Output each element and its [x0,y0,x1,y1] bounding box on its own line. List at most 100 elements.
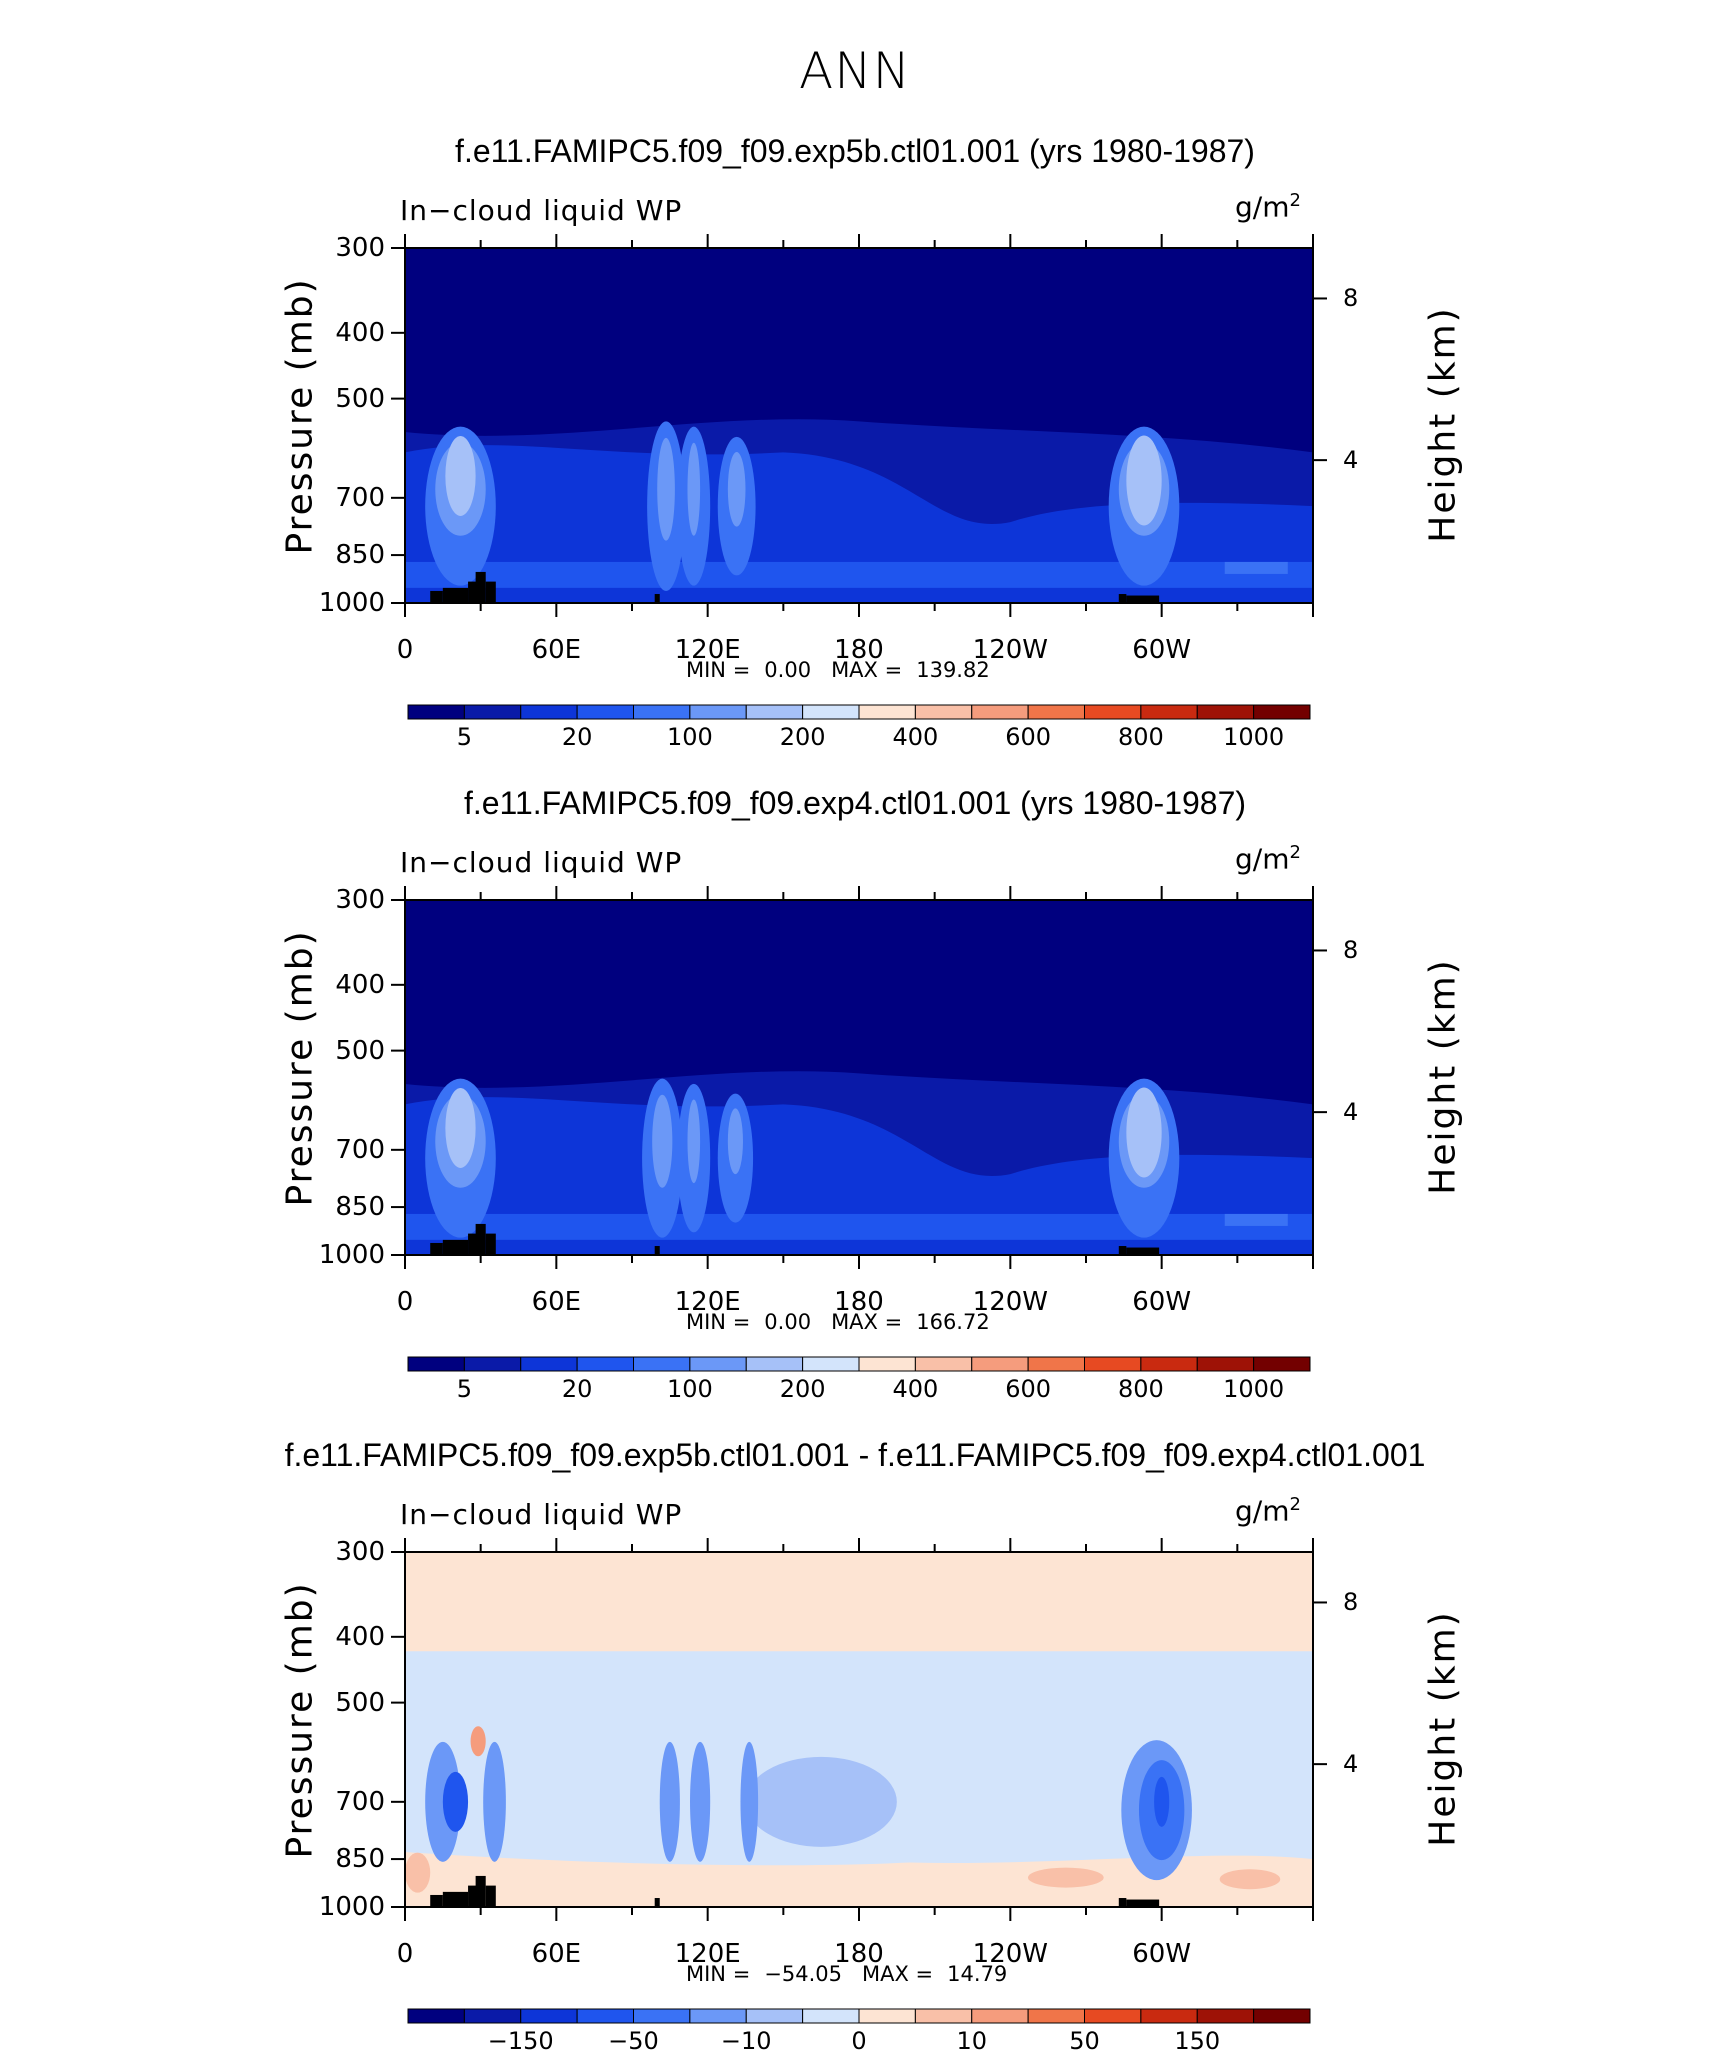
colorbar-label: 600 [1005,723,1052,751]
y-tick-label: 850 [335,540,385,571]
contour-region [445,435,476,516]
colorbar-swatch [858,2008,916,2024]
right-tick-label: 8 [1343,936,1359,965]
colorbar-swatch [914,704,973,720]
topography [485,1885,496,1907]
colorbar-swatch [576,704,634,720]
y-tick-label: 1000 [318,1240,385,1270]
variable-label: In−cloud liquid WP [400,194,683,227]
colorbar-swatch [407,2008,465,2024]
x-tick-label: 0 [396,1939,414,1969]
topography [475,1223,486,1255]
max-value: 166.72 [916,1310,990,1334]
colorbar-label: 200 [779,723,826,751]
x-tick-label: 60E [531,635,582,665]
colorbar-label: 0 [851,2027,867,2055]
topography [1126,1247,1160,1255]
colorbar-swatch [1196,704,1255,720]
topography [442,587,469,603]
colorbar-label: 5 [456,1375,473,1403]
colorbar-swatch [633,1356,691,1372]
colorbar-label: 50 [1069,2027,1100,2055]
y-tick-label: 300 [335,885,385,915]
contour-region [1219,1869,1281,1890]
topography [1118,1246,1127,1255]
colorbar-label: 150 [1174,2027,1221,2055]
y-tick-label: 700 [335,1786,385,1817]
y-tick-label: 850 [335,1192,385,1223]
x-tick-label: 120W [972,635,1048,665]
colorbar-swatch [689,2008,747,2024]
colorbar-label: 100 [666,723,713,751]
x-tick-label: 60E [531,1939,582,1969]
topography [475,571,486,603]
y-tick-label: 700 [335,482,385,513]
colorbar-label: 5 [456,723,473,751]
x-tick-label: 120E [674,1287,741,1317]
max-label: MAX = [831,1310,903,1334]
topography [442,1239,469,1255]
colorbar-swatch [576,1356,634,1372]
y-tick-label: 1000 [318,1892,385,1922]
colorbar-swatch [914,1356,973,1372]
colorbar-label: 1000 [1223,1375,1285,1403]
y-tick-label: 400 [335,969,385,1000]
right-tick-label: 8 [1343,1588,1359,1617]
colorbar-swatch [971,1356,1029,1372]
colorbar-label: 1000 [1223,723,1285,751]
colorbar-label: 20 [561,723,593,751]
colorbar-swatch [1140,2008,1198,2024]
contour-region [445,1087,476,1168]
y-tick-label: 850 [335,1844,385,1875]
colorbar-label: 400 [892,723,939,751]
colorbar-swatch [520,1356,578,1372]
contour-region [405,587,1313,603]
colorbar-label: 10 [956,2027,988,2055]
x-tick-label: 60E [531,1287,582,1317]
topography [1118,594,1127,603]
colorbar-swatch [407,1356,465,1372]
colorbar-swatch [1027,1356,1085,1372]
y-tick-label: 700 [335,1134,385,1165]
colorbar-swatch [1196,2008,1255,2024]
contour-region [405,1852,431,1893]
min-value: 0.00 [764,1310,812,1334]
x-tick-label: 120W [972,1287,1048,1317]
colorbar-swatch [1140,1356,1198,1372]
colorbar-label: 200 [779,1375,826,1403]
min-max-readout: MIN = −54.05 MAX = 14.79 [686,1962,1007,1986]
colorbar-swatch [1140,704,1198,720]
colorbar-swatch [633,704,691,720]
colorbar-swatch [520,704,578,720]
x-tick-label: 60W [1132,1939,1192,1969]
colorbar-swatch [858,1356,916,1372]
units-label: g/m2 [1235,842,1301,875]
y-tick-label: 500 [335,1687,385,1718]
colorbar-swatch [1027,2008,1085,2024]
topography [1126,595,1160,603]
contour-plot [391,886,1327,1269]
variable-label: In−cloud liquid WP [400,1498,683,1531]
y-tick-label: 500 [335,383,385,414]
min-value: 0.00 [764,658,812,682]
colorbar-swatch [463,1356,522,1372]
contour-plot [391,1538,1327,1921]
y-tick-label: 400 [335,317,385,348]
topography [485,1233,496,1255]
contour-region [1126,435,1162,526]
topography [1118,1898,1127,1907]
x-tick-label: 180 [834,1939,884,1969]
colorbar-swatch [463,704,522,720]
topography [430,1242,443,1255]
colorbar-swatch [802,1356,860,1372]
min-max-readout: MIN = 0.00 MAX = 139.82 [686,658,990,682]
y-tick-label: 400 [335,1621,385,1652]
y-axis-title-right: Height (km) [1422,1609,1464,1847]
colorbar-swatch [1196,1356,1255,1372]
max-label: MAX = [831,658,903,682]
topography [654,594,660,603]
contour-region [740,1741,759,1862]
colorbar-swatch [1253,704,1311,720]
panel-title: f.e11.FAMIPC5.f09_f09.exp5b.ctl01.001 (y… [455,133,1255,169]
y-axis-title-right: Height (km) [1422,957,1464,1195]
